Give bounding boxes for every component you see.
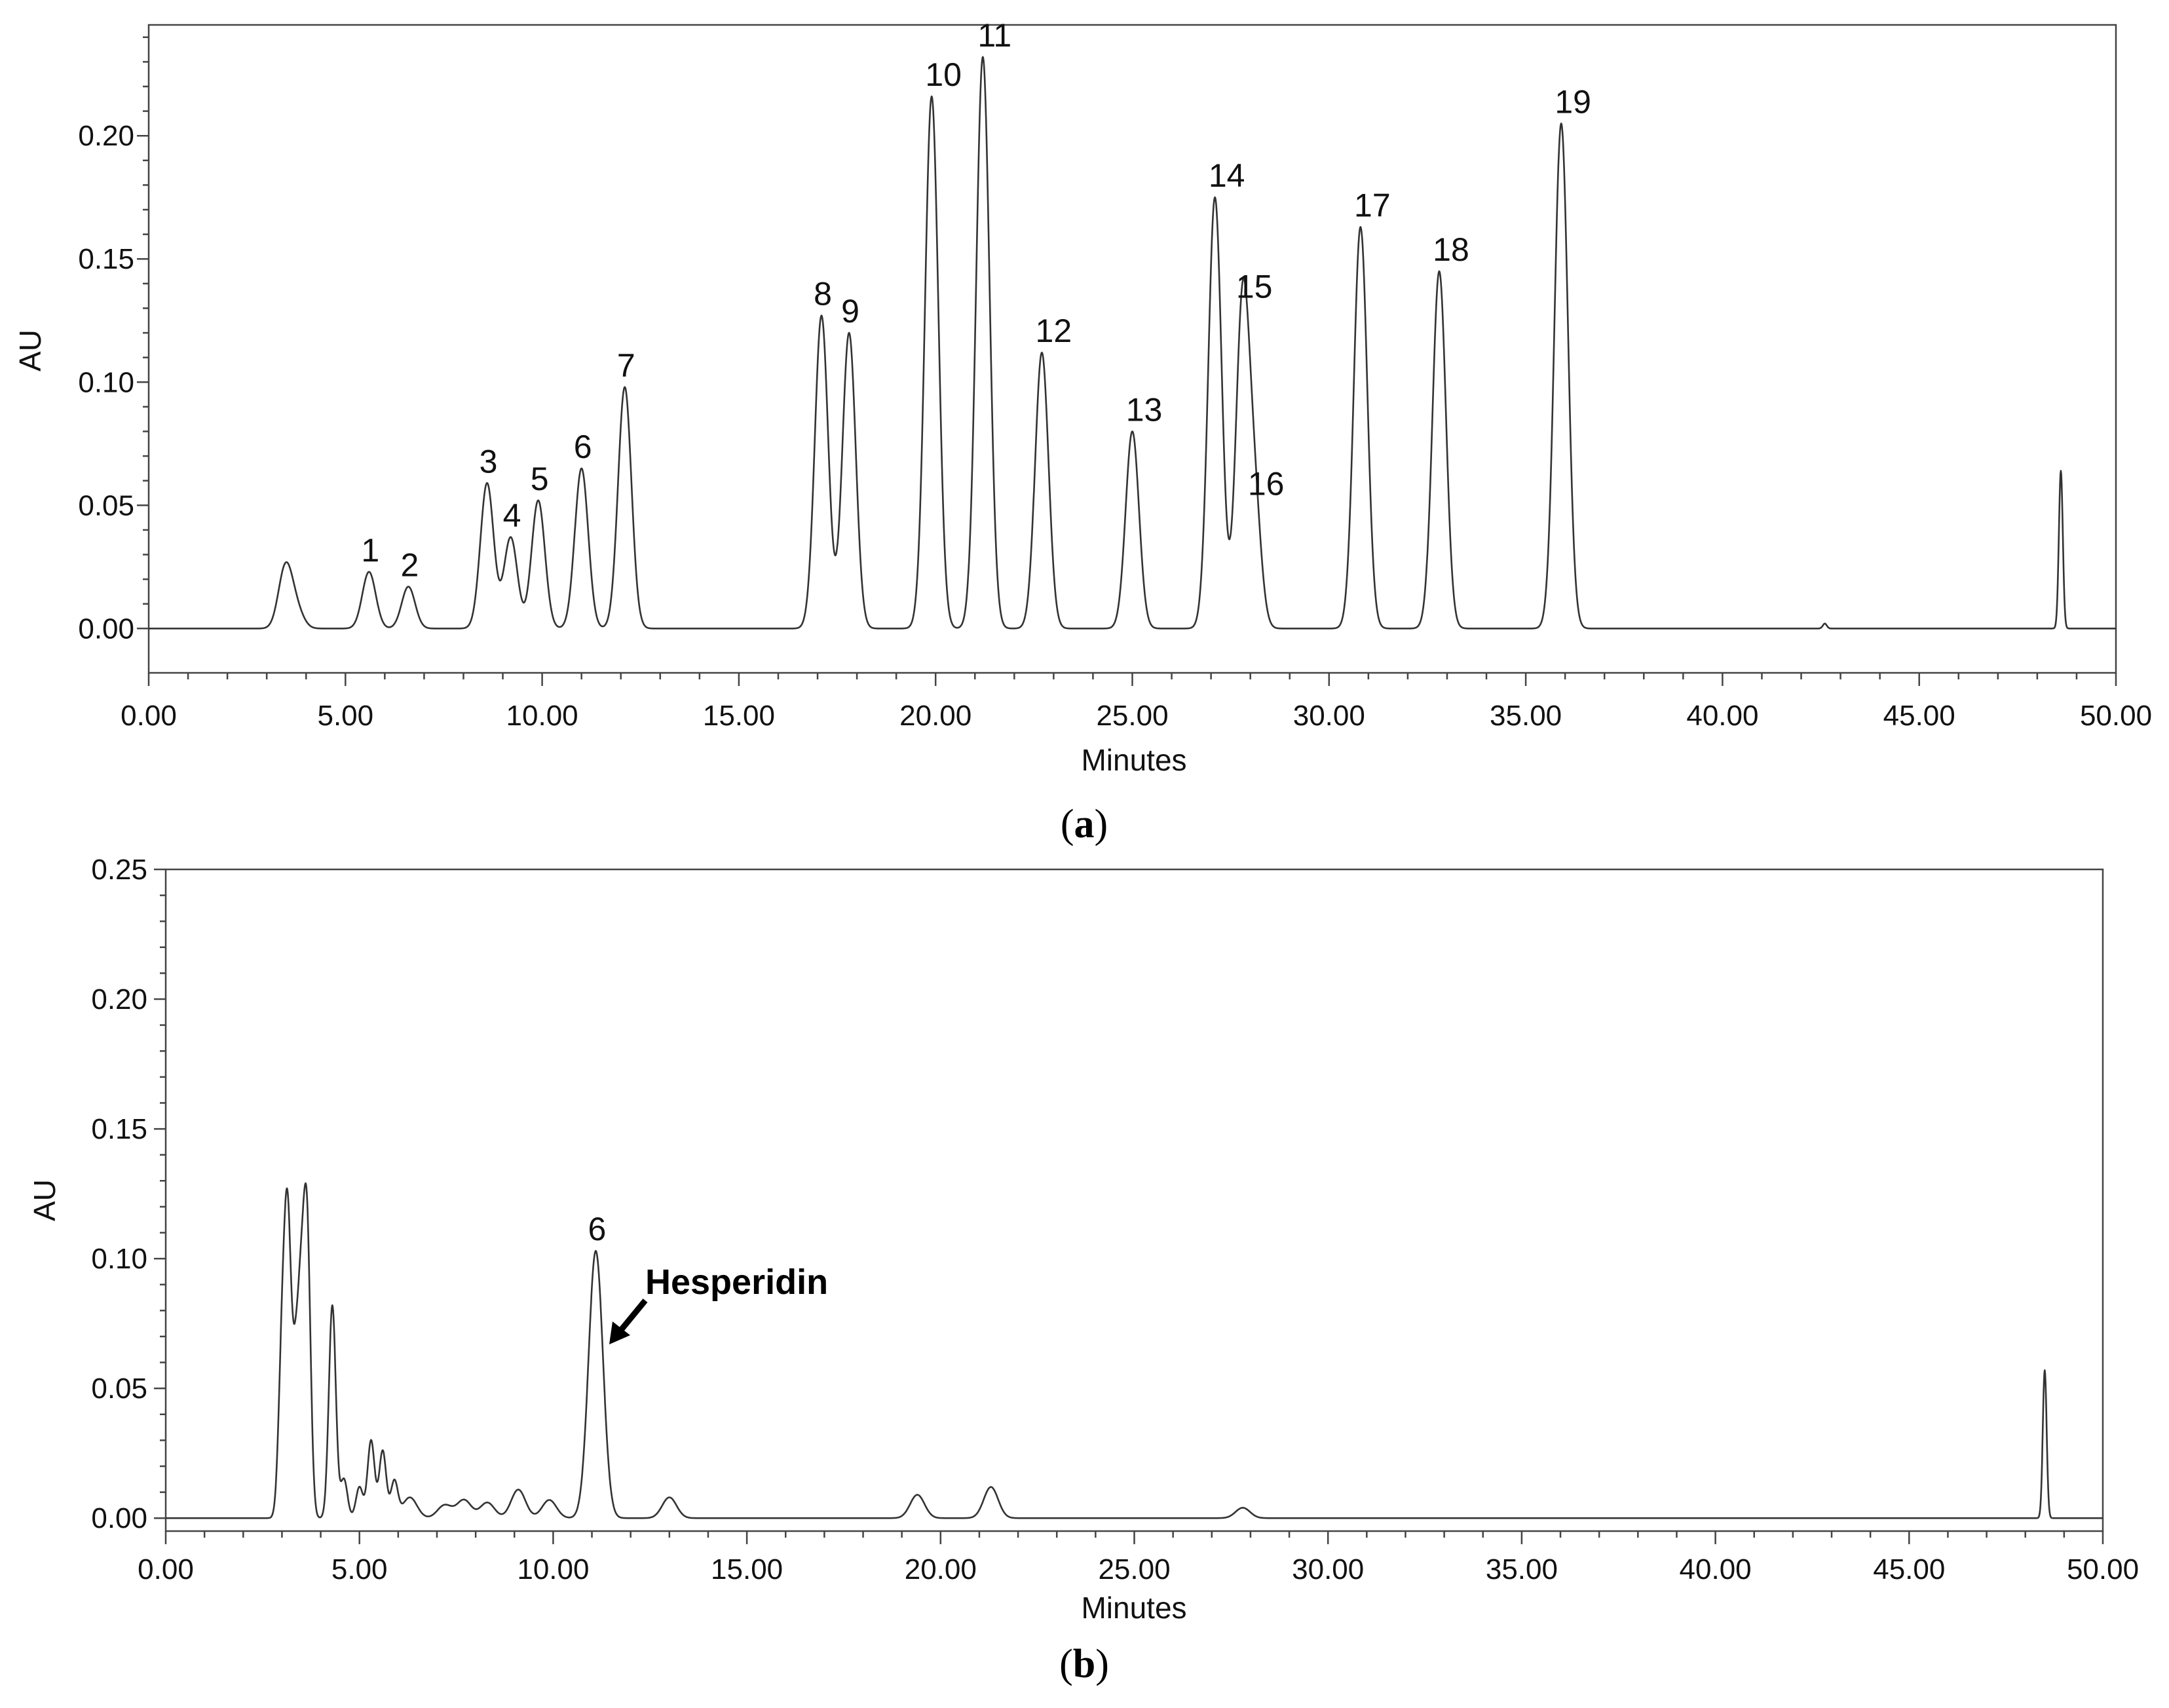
y-tick-label: 0.10 xyxy=(78,366,134,398)
panel-b-chromatogram-trace xyxy=(165,1182,2103,1519)
x-tick-label: 30.00 xyxy=(1293,700,1365,732)
y-tick-label: 0.20 xyxy=(91,983,147,1015)
panel-b-peak-labels: 6 xyxy=(588,1211,607,1247)
panel-a-caption: (a) xyxy=(1061,802,1108,846)
x-tick-label: 35.00 xyxy=(1486,1553,1558,1585)
x-tick-label: 40.00 xyxy=(1680,1553,1752,1585)
panel-a: AU Minutes 0.00 0.05 0.10 0.15 0.20 0.00 5.00… xyxy=(13,17,2152,846)
y-tick-label: 0.15 xyxy=(78,243,134,275)
hesperidin-compound-label: Hesperidin xyxy=(645,1262,828,1302)
x-tick-label: 25.00 xyxy=(1098,1553,1170,1585)
x-tick-label: 45.00 xyxy=(1873,1553,1945,1585)
y-tick-label: 0.10 xyxy=(91,1243,147,1275)
peak-label: 10 xyxy=(925,56,962,93)
panel-a-plot-frame xyxy=(147,24,2117,674)
y-tick-label: 0.00 xyxy=(91,1502,147,1534)
y-tick-label: 0.05 xyxy=(78,489,134,522)
x-tick-label: 50.00 xyxy=(2067,1553,2139,1585)
peak-label: 4 xyxy=(503,497,521,534)
hesperidin-arrow-icon xyxy=(618,1299,648,1332)
panel-b-plot-frame xyxy=(164,868,2104,1532)
peak-label: 6 xyxy=(588,1211,607,1247)
x-tick-label: 35.00 xyxy=(1490,700,1562,732)
peak-label: 9 xyxy=(841,293,859,330)
y-tick-label: 0.00 xyxy=(78,613,134,645)
x-tick-label: 20.00 xyxy=(905,1553,977,1585)
x-tick-label: 5.00 xyxy=(331,1553,388,1585)
y-tick-label: 0.05 xyxy=(91,1373,147,1405)
peak-label: 7 xyxy=(617,347,635,384)
peak-label: 18 xyxy=(1433,231,1469,268)
panel-a-y-axis-title: AU xyxy=(13,330,47,371)
peak-label: 19 xyxy=(1555,83,1591,120)
x-tick-label: 0.00 xyxy=(121,700,177,732)
x-tick-label: 45.00 xyxy=(1883,700,1955,732)
peak-label: 12 xyxy=(1036,313,1072,349)
panel-b-letter: b xyxy=(1073,1642,1095,1686)
panel-a-x-axis-title: Minutes xyxy=(1081,743,1186,777)
panel-a-letter: a xyxy=(1074,802,1095,846)
peak-label: 8 xyxy=(814,276,832,313)
panel-b-x-axis-title: Minutes xyxy=(1081,1591,1186,1625)
x-tick-label: 0.00 xyxy=(138,1553,194,1585)
panel-a-x-ticks: 0.00 5.00 10.00 15.00 20.00 25.00 30.00 35.00 40… xyxy=(121,673,2152,732)
x-tick-label: 20.00 xyxy=(899,700,971,732)
panel-b: AU Minutes 0.00 0.05 0.10 0.15 0.20 0.25 0.00… xyxy=(28,854,2139,1686)
y-tick-label: 0.25 xyxy=(91,854,147,886)
x-tick-label: 15.00 xyxy=(703,700,775,732)
x-tick-label: 30.00 xyxy=(1292,1553,1364,1585)
x-tick-label: 50.00 xyxy=(2080,700,2152,732)
peak-label: 11 xyxy=(977,17,1011,54)
peak-label: 15 xyxy=(1236,268,1273,305)
panel-a-chromatogram-trace xyxy=(148,56,2117,630)
peak-label: 2 xyxy=(400,546,419,583)
x-tick-label: 15.00 xyxy=(711,1553,783,1585)
peak-label: 14 xyxy=(1209,157,1245,194)
panel-a-y-ticks: 0.00 0.05 0.10 0.15 0.20 xyxy=(78,36,149,645)
peak-label: 1 xyxy=(361,532,379,569)
panel-b-y-axis-title: AU xyxy=(28,1179,62,1221)
panel-b-x-ticks: 0.00 5.00 10.00 15.00 20.00 25.00 30.00 35.00 40… xyxy=(138,1531,2139,1585)
x-tick-label: 10.00 xyxy=(506,700,578,732)
peak-label: 16 xyxy=(1248,465,1285,502)
x-tick-label: 40.00 xyxy=(1686,700,1758,732)
y-tick-label: 0.20 xyxy=(78,120,134,152)
x-tick-label: 5.00 xyxy=(317,700,373,732)
x-tick-label: 25.00 xyxy=(1096,700,1168,732)
peak-label: 5 xyxy=(531,461,549,497)
peak-label: 17 xyxy=(1354,187,1391,223)
hesperidin-arrowhead-icon xyxy=(609,1321,630,1344)
peak-label: 6 xyxy=(574,428,592,465)
y-tick-label: 0.15 xyxy=(91,1113,147,1145)
peak-label: 3 xyxy=(480,443,498,480)
x-tick-label: 10.00 xyxy=(517,1553,589,1585)
panel-b-y-ticks: 0.00 0.05 0.10 0.15 0.20 0.25 xyxy=(91,854,166,1534)
peak-label: 13 xyxy=(1126,391,1163,428)
panel-b-caption: (b) xyxy=(1059,1642,1109,1686)
